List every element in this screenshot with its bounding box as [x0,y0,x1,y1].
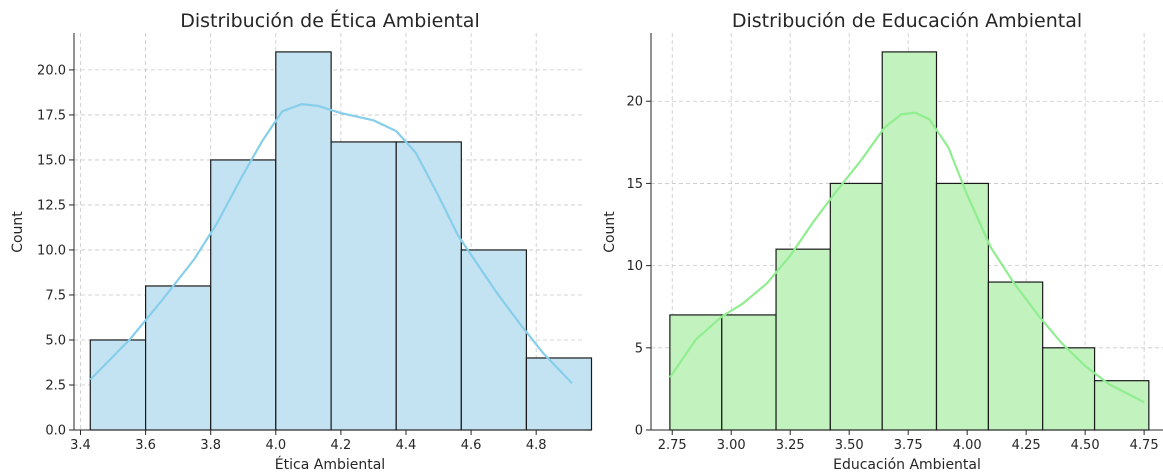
histogram-bar [935,182,990,431]
x-tick-label: 3.00 [717,438,746,453]
x-tick-label: 3.25 [776,438,805,453]
y-tick-label: 10 [626,259,643,274]
panel-etica-ambiental: Distribución de Ética Ambiental Ética Am… [10,9,593,473]
x-tick-label: 4.25 [1012,438,1041,453]
x-tick-label: 4.4 [396,438,417,453]
x-tick-label: 3.8 [200,438,221,453]
histogram-bar [210,159,277,431]
y-tick-label: 5.0 [45,333,66,348]
panel-educacion-ambiental: Distribución de Educación Ambiental Educ… [602,10,1163,473]
histogram-bar [987,281,1044,431]
histogram-bar [775,248,831,431]
kde-line [668,111,1145,404]
y-tick-label: 20 [626,95,643,110]
histogram-bar [881,51,938,431]
y-tick-label: 15 [626,177,643,192]
y-tick-label: 20.0 [37,63,66,78]
x-tick-label: 4.2 [331,438,352,453]
histogram-bar [1042,347,1096,431]
y-axis-label: Count [10,211,26,253]
y-tick-label: 15.0 [37,153,66,168]
x-tick-label: 4.50 [1071,438,1100,453]
histogram-bar [829,182,883,431]
y-tick-label: 12.5 [37,198,66,213]
x-tick-label: 4.0 [265,438,286,453]
histogram-bar [460,249,528,431]
y-tick-label: 10.0 [37,243,66,258]
x-tick-label: 4.75 [1130,438,1159,453]
x-tick-label: 3.75 [894,438,923,453]
y-tick-label: 0.0 [45,424,66,439]
y-tick-label: 17.5 [37,108,66,123]
histogram-bar [330,141,397,431]
histogram-bars [89,51,593,431]
kde-line [89,102,573,384]
histogram-bar [1093,380,1150,431]
histogram-bars [669,51,1150,431]
y-tick-label: 0 [635,424,643,439]
x-tick-label: 3.6 [135,438,156,453]
x-tick-label: 3.50 [835,438,864,453]
x-axis-label: Ética Ambiental [275,456,385,473]
histogram-bar [275,51,332,431]
x-tick-label: 2.75 [658,438,687,453]
histogram-bar [669,314,723,431]
histogram-bar [89,339,147,431]
histogram-bar [395,141,462,431]
x-tick-label: 3.4 [70,438,91,453]
histogram-bar [721,314,777,431]
x-tick-label: 4.00 [953,438,982,453]
y-tick-label: 2.5 [45,378,66,393]
x-axis-label: Educación Ambiental [833,457,981,473]
chart-title: Distribución de Ética Ambiental [180,9,479,32]
y-tick-label: 7.5 [45,288,66,303]
x-tick-label: 4.6 [461,438,482,453]
chart-title: Distribución de Educación Ambiental [732,10,1082,32]
y-tick-label: 5 [635,341,643,356]
x-tick-label: 4.8 [526,438,547,453]
y-axis-label: Count [602,211,618,253]
